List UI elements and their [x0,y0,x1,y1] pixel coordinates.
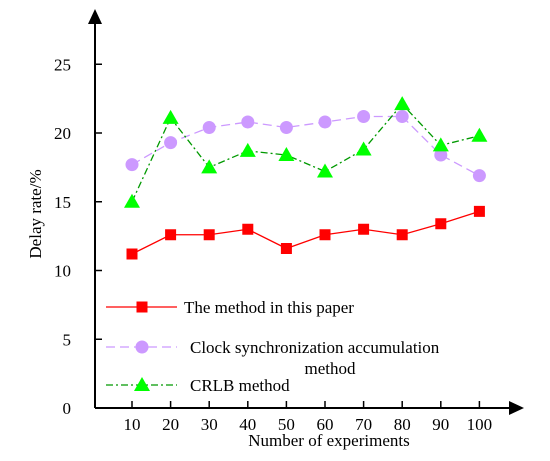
y-tick-label: 10 [54,262,71,281]
data-point [319,229,331,241]
data-point [242,223,254,235]
series-square [126,205,485,260]
data-point [280,243,292,254]
data-point [471,127,488,142]
x-axis-arrow [509,401,524,415]
legend-marker [136,301,148,313]
data-point [278,147,295,161]
data-point [203,229,215,241]
y-tick-label: 5 [63,330,72,349]
data-point [165,229,177,241]
data-point [472,169,486,183]
series-triangle [124,96,488,208]
x-tick-label: 40 [239,415,256,434]
x-tick-label: 100 [467,415,493,434]
x-tick-label: 10 [124,415,141,434]
legend-marker [134,377,150,391]
y-axis-label: Delay rate/% [26,169,45,258]
data-point [201,159,218,174]
legend-marker [135,340,149,354]
y-tick-label: 20 [54,124,71,143]
series-layer [124,96,488,260]
data-point [394,96,411,111]
data-point [239,142,256,157]
x-tick-label: 30 [201,415,218,434]
data-point [125,158,139,172]
data-point [473,205,485,217]
legend-item: The method in this paper [106,298,354,317]
data-point [162,109,179,124]
x-tick-label: 20 [162,415,179,434]
data-point [435,218,447,230]
legend-label-continued: method [305,359,356,378]
y-tick-label: 25 [54,55,71,74]
legend-item: Clock synchronization accumulation method [106,338,440,378]
x-tick-label: 50 [278,415,295,434]
legend-label: Clock synchronization accumulation [190,338,440,357]
data-point [164,136,178,150]
data-point [318,115,332,129]
y-tick-label: 0 [63,399,72,418]
legend-label: The method in this paper [184,298,354,317]
data-point [317,163,333,178]
series-line [131,210,480,255]
data-point [241,115,255,129]
series-line [131,103,480,203]
data-point [202,121,216,134]
data-point [396,229,408,241]
x-tick-label: 60 [317,415,334,434]
data-point [358,223,370,235]
data-point [395,110,409,123]
data-point [355,141,372,156]
x-axis-label: Number of experiments [248,431,409,450]
legend-item: CRLB method [106,376,290,395]
data-point [124,193,140,208]
x-tick-label: 70 [355,415,372,434]
series-line [131,115,480,177]
y-axis-arrow [88,9,102,24]
legend-label: CRLB method [190,376,290,395]
x-tick-label: 90 [432,415,449,434]
data-point [434,148,448,162]
x-ticks: 10 20 30 40 50 60 70 80 90 100 [124,401,493,434]
data-point [279,121,293,134]
y-ticks: 0 5 10 15 20 25 [54,55,102,418]
data-point [432,137,449,152]
y-tick-label: 15 [54,193,71,212]
series-circle [125,110,486,183]
data-point [357,110,371,123]
x-tick-label: 80 [394,415,411,434]
data-point [126,248,138,260]
legend: The method in this paper Clock synchroniz… [106,298,440,395]
